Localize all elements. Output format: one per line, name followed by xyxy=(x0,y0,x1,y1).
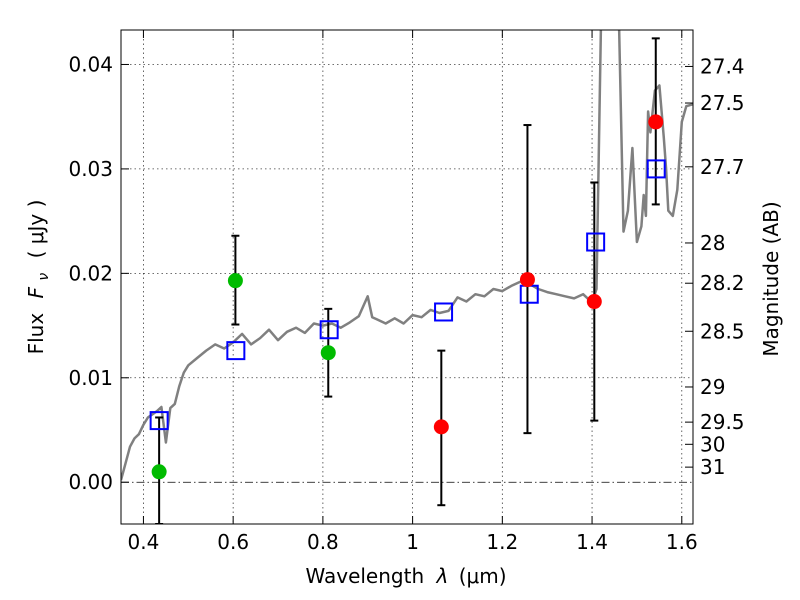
y-tick-label: 0.00 xyxy=(68,470,113,494)
x-axis-label-unit: (μm) xyxy=(459,564,507,588)
x-tick-label: 0.8 xyxy=(307,530,339,554)
y2-tick-label: 27.5 xyxy=(700,91,745,115)
x-tick-label: 1.4 xyxy=(576,530,608,554)
y-tick-label: 0.02 xyxy=(68,261,113,285)
red-point-marker xyxy=(519,272,535,288)
y2-tick-label: 27.7 xyxy=(700,155,745,179)
y-axis-label-unit: ( μJy ) xyxy=(24,200,48,259)
model-square-marker xyxy=(586,232,606,252)
grid-lines xyxy=(121,30,693,524)
model-square-marker xyxy=(646,159,666,179)
y2-tick-label: 29.5 xyxy=(700,410,745,434)
x-tick-label: 0.6 xyxy=(217,530,249,554)
data-markers xyxy=(149,114,666,480)
y2-tick-label: 28 xyxy=(700,231,725,255)
y-axis-label: Flux F ν ( μJy ) xyxy=(24,200,53,355)
y2-tick-label: 28.5 xyxy=(700,319,745,343)
model-square-marker xyxy=(319,320,339,340)
y-tick-label: 0.01 xyxy=(68,366,113,390)
y-tick-label: 0.04 xyxy=(68,52,113,76)
x-tick-label: 0.4 xyxy=(128,530,160,554)
plot-background xyxy=(121,30,693,524)
x-tick-label: 1.2 xyxy=(486,530,518,554)
y-axis-label-text: Flux xyxy=(24,313,48,355)
x-axis-label-text: Wavelength xyxy=(305,564,424,588)
model-square-marker xyxy=(226,341,246,361)
y-axis-label-symbol: F xyxy=(24,286,48,298)
red-point-marker xyxy=(433,419,449,435)
spectrum-line xyxy=(121,30,693,481)
y2-tick-label: 29 xyxy=(700,375,725,399)
plot-area xyxy=(121,30,693,524)
y2-tick-label: 28.2 xyxy=(700,271,745,295)
y2-tick-label: 30 xyxy=(700,432,725,456)
model-square-marker xyxy=(149,411,169,431)
x-tick-label: 1 xyxy=(406,530,419,554)
x-tick-label: 1.6 xyxy=(666,530,698,554)
x-axis-label-symbol: λ xyxy=(436,564,449,588)
x-axis-label: Wavelength λ (μm) xyxy=(305,564,506,588)
model-square-marker xyxy=(434,302,454,322)
red-point-marker xyxy=(648,114,664,130)
y2-tick-label: 27.4 xyxy=(700,54,745,78)
green-point-marker xyxy=(151,464,167,480)
plot-frame xyxy=(120,29,694,525)
green-point-marker xyxy=(227,273,243,289)
y-tick-label: 0.03 xyxy=(68,157,113,181)
y-axis-label-subscript: ν xyxy=(36,273,52,281)
red-point-marker xyxy=(586,294,602,310)
green-point-marker xyxy=(320,345,336,361)
y2-axis-label: Magnitude (AB) xyxy=(759,201,783,356)
y2-tick-label: 31 xyxy=(700,455,725,479)
axis-ticks: 0.4 0.6 0.8 1 1.2 1.4 1.6 0.00 0.01 0.02 0.03 0.04 2… xyxy=(68,30,745,554)
